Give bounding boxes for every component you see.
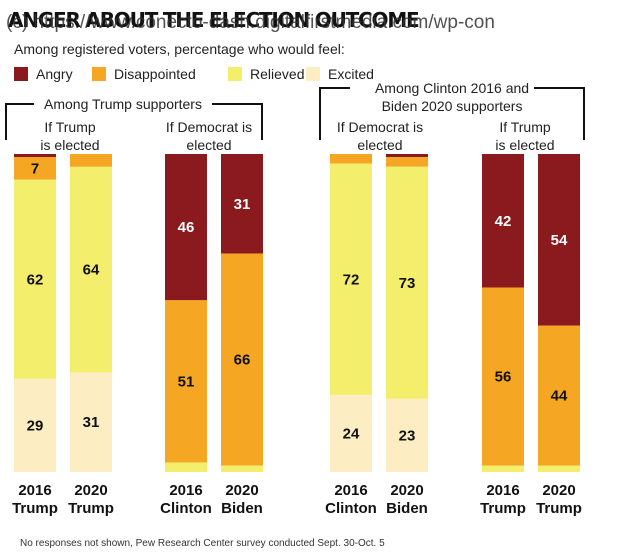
category-year-label-2: 2020 [74,482,107,499]
bar-value-label-6-excited: 23 [399,427,416,444]
category-year-label-4: 2020 [225,482,258,499]
chart-title: ANGER ABOUT THE ELECTION OUTCOME [8,8,419,32]
category-year-label-8: 2020 [542,482,575,499]
bar-value-label-4-disappointed: 66 [234,352,251,369]
bar-value-label-6-relieved: 73 [399,275,416,292]
legend-label-angry: Angry [36,66,73,82]
bar-value-label-7-angry: 42 [495,213,512,230]
bar-value-label-1-relieved: 62 [27,271,44,288]
bar-segment-1-relieved [14,179,56,379]
bar-value-label-5-excited: 24 [343,425,360,442]
condition-label-if-trump-1-line2: is elected [40,137,99,153]
category-name-label-7: Trump [480,500,526,517]
bar-value-label-1-disappointed: 7 [31,160,39,177]
condition-label-if-trump-2-line2: is elected [495,137,554,153]
group-bracket-trump-supporters [5,103,263,140]
legend-label-excited: Excited [328,66,374,82]
legend-swatch-relieved [228,67,242,81]
bar-segment-6-angry [386,154,428,158]
bar-segment-8-relieved [538,465,580,472]
condition-label-if-dem-2-line2: elected [357,137,402,153]
legend-label-relieved: Relieved [250,66,304,82]
footnote: No responses not shown, Pew Research Cen… [20,538,385,549]
legend: Angry Disappointed Relieved Excited [14,66,374,82]
bar-value-label-3-angry: 46 [178,219,195,236]
bar-value-label-8-angry: 54 [551,232,568,249]
bar-segment-4-relieved [221,465,263,472]
category-year-label-5: 2016 [334,482,367,499]
condition-label-if-dem-2-line1: If Democrat is [337,119,423,135]
bar-segment-7-disappointed [482,287,524,466]
bar-value-label-5-relieved: 72 [343,271,360,288]
group-label-dem-supporters-line2: Biden 2020 supporters [382,98,523,114]
bar-segment-7-angry [482,154,524,288]
condition-label-if-dem-1-line1: If Democrat is [166,119,252,135]
category-name-label-3: Clinton [160,500,212,517]
group-bracket-dem-supporters [319,87,585,140]
condition-label-if-trump-2-line1: If Trump [499,119,551,135]
category-year-label-3: 2016 [169,482,202,499]
bar-segment-3-relieved [165,462,207,472]
bar-segment-2-disappointed [70,154,112,167]
bar-segment-1-angry [14,154,56,158]
bar-segment-5-excited [330,394,372,472]
bar-segment-5-disappointed [330,154,372,164]
bar-value-label-3-disappointed: 51 [178,373,195,390]
bar-segment-8-angry [538,154,580,326]
category-name-label-8: Trump [536,500,582,517]
bar-value-label-4-angry: 31 [234,196,251,213]
bar-segment-8-disappointed [538,325,580,466]
condition-label-if-trump-1-line1: If Trump [44,119,96,135]
bar-segment-4-disappointed [221,253,263,466]
group-label-trump-supporters: Among Trump supporters [44,96,202,112]
bar-value-label-2-relieved: 64 [83,262,100,279]
bar-segment-6-relieved [386,166,428,399]
bar-segment-3-angry [165,154,207,301]
chart-subtitle: Among registered voters, percentage who … [14,41,345,57]
bar-segment-6-disappointed [386,157,428,167]
bar-value-label-7-disappointed: 56 [495,369,512,386]
bar-segment-1-disappointed [14,157,56,180]
bar-value-label-8-disappointed: 44 [551,388,568,405]
category-year-label-6: 2020 [390,482,423,499]
category-name-label-1: Trump [12,500,58,517]
legend-swatch-disappointed [92,67,106,81]
category-name-label-4: Biden [221,500,263,517]
category-name-label-2: Trump [68,500,114,517]
legend-label-disappointed: Disappointed [114,66,196,82]
bar-segment-5-relieved [330,163,372,395]
bar-value-label-2-excited: 31 [83,414,100,431]
bar-segment-7-relieved [482,465,524,472]
bar-segment-2-excited [70,372,112,472]
bar-segment-1-excited [14,378,56,472]
bar-segment-3-disappointed [165,300,207,463]
url-watermark: (c) https://www.conecto-dash.digitalfirs… [6,12,495,33]
bar-segment-2-relieved [70,166,112,373]
condition-label-if-dem-1-line2: elected [186,137,231,153]
legend-swatch-excited [306,67,320,81]
category-name-label-6: Biden [386,500,428,517]
legend-swatch-angry [14,67,28,81]
bar-segment-4-angry [221,154,263,254]
bar-value-label-1-excited: 29 [27,417,44,434]
group-label-dem-supporters-line1: Among Clinton 2016 and [375,80,529,96]
category-year-label-1: 2016 [18,482,51,499]
category-year-label-7: 2016 [486,482,519,499]
bars-layer: 762292016Trump64312020Trump46512016Clint… [12,154,582,517]
category-name-label-5: Clinton [325,500,377,517]
bar-segment-6-excited [386,398,428,472]
